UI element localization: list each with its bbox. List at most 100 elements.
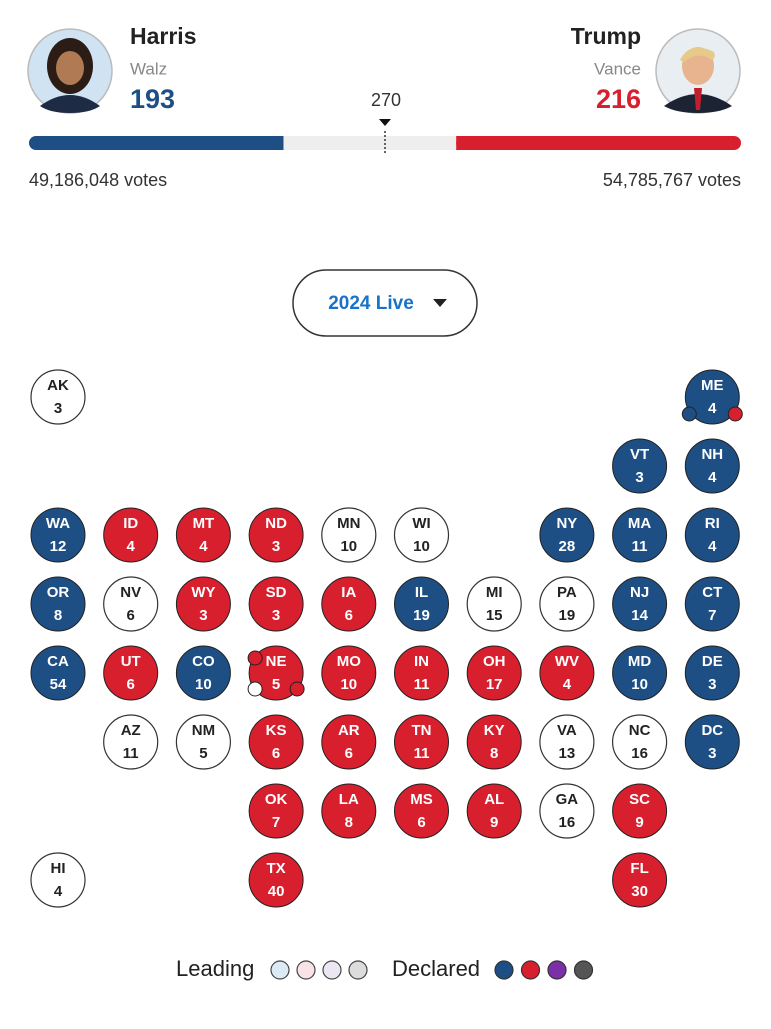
state-circle bbox=[684, 438, 740, 494]
legend-declared-label: Declared bbox=[392, 956, 480, 981]
state-votes: 10 bbox=[631, 676, 648, 693]
state-circle bbox=[394, 576, 449, 632]
legend-swatch bbox=[296, 960, 316, 980]
state-abbr: KY bbox=[484, 722, 505, 739]
state-votes: 28 bbox=[559, 538, 576, 555]
state-abbr: RI bbox=[705, 515, 720, 532]
state-tile: FL 30 bbox=[612, 852, 668, 908]
state-abbr: WI bbox=[412, 515, 430, 532]
state-abbr: WY bbox=[191, 584, 215, 601]
state-tile: KY 8 bbox=[466, 714, 522, 770]
state-circle bbox=[539, 783, 595, 839]
dropdown[interactable]: 2024 Live bbox=[292, 269, 478, 337]
state-abbr: MD bbox=[628, 653, 651, 670]
left-popular-votes: 49,186,048 votes bbox=[29, 170, 167, 190]
threshold-label: 270 bbox=[371, 90, 401, 110]
state-circle bbox=[175, 714, 231, 770]
state-circle bbox=[539, 507, 595, 563]
state-circle bbox=[103, 576, 159, 632]
state-votes: 54 bbox=[50, 676, 67, 693]
state-abbr: NY bbox=[556, 515, 577, 532]
state-circle bbox=[684, 714, 740, 770]
state-circle bbox=[30, 369, 86, 425]
state-tile: OK 7 bbox=[248, 783, 304, 839]
district-dot bbox=[289, 681, 305, 697]
state-votes: 6 bbox=[127, 676, 135, 693]
state-abbr: ID bbox=[123, 515, 138, 532]
state-circle bbox=[611, 714, 668, 770]
state-abbr: HI bbox=[51, 860, 66, 877]
state-votes: 7 bbox=[272, 814, 280, 831]
state-circle bbox=[248, 783, 304, 839]
state-abbr: MS bbox=[410, 791, 433, 808]
dropdown-label[interactable]: 2024 Live bbox=[328, 293, 414, 314]
state-circle bbox=[321, 507, 377, 563]
state-abbr: KS bbox=[266, 722, 287, 739]
state-circle bbox=[248, 576, 304, 632]
state-circle bbox=[321, 645, 377, 701]
district-dot bbox=[681, 406, 697, 422]
right-candidate-name: Trump bbox=[571, 23, 641, 49]
state-abbr: CO bbox=[192, 653, 215, 670]
legend-swatch bbox=[270, 960, 290, 980]
state-circle bbox=[30, 645, 86, 701]
state-abbr: TX bbox=[267, 860, 286, 877]
state-tile: LA 8 bbox=[321, 783, 377, 839]
state-votes: 3 bbox=[635, 469, 643, 486]
state-tile: PA 19 bbox=[539, 576, 595, 632]
state-tile: DC 3 bbox=[684, 714, 740, 770]
state-abbr: OH bbox=[483, 653, 506, 670]
state-votes: 5 bbox=[199, 745, 207, 762]
state-votes: 15 bbox=[486, 607, 503, 624]
state-votes: 4 bbox=[708, 538, 717, 555]
state-tile: ND 3 bbox=[248, 507, 304, 563]
right-electoral-votes: 216 bbox=[596, 84, 641, 114]
state-abbr: MT bbox=[193, 515, 215, 532]
state-tile: MD 10 bbox=[612, 645, 668, 701]
state-tile: VT 3 bbox=[612, 438, 668, 494]
state-tile: KS 6 bbox=[248, 714, 304, 770]
district-dot bbox=[247, 681, 263, 697]
state-abbr: MO bbox=[337, 653, 361, 670]
state-votes: 19 bbox=[559, 607, 576, 624]
state-circle bbox=[612, 783, 668, 839]
state-tile: UT 6 bbox=[103, 645, 159, 701]
state-tile: VA 13 bbox=[539, 714, 595, 770]
state-tile: HI 4 bbox=[30, 852, 86, 908]
state-tile: CT 7 bbox=[684, 576, 740, 632]
state-abbr: DE bbox=[702, 653, 723, 670]
state-votes: 6 bbox=[345, 607, 353, 624]
state-tile: NC 16 bbox=[611, 714, 668, 770]
state-abbr: WA bbox=[46, 515, 70, 532]
dropdown-button[interactable] bbox=[292, 269, 478, 337]
state-circle bbox=[684, 507, 740, 563]
state-tile: MN 10 bbox=[321, 507, 377, 563]
state-votes: 3 bbox=[54, 400, 62, 417]
state-circle bbox=[612, 645, 668, 701]
state-tile: AR 6 bbox=[321, 714, 377, 770]
state-abbr: AK bbox=[47, 377, 69, 394]
legend-leading-label: Leading bbox=[176, 956, 254, 981]
dropdown-arrow[interactable] bbox=[433, 299, 447, 307]
state-circle bbox=[684, 576, 740, 632]
state-abbr: SC bbox=[629, 791, 650, 808]
state-circle bbox=[394, 714, 449, 770]
state-circle bbox=[30, 576, 86, 632]
state-abbr: NM bbox=[192, 722, 215, 739]
state-abbr: ME bbox=[701, 377, 724, 394]
state-abbr: LA bbox=[339, 791, 359, 808]
state-abbr: WV bbox=[555, 653, 579, 670]
state-votes: 4 bbox=[708, 400, 717, 417]
state-tile: WY 3 bbox=[175, 576, 231, 632]
state-abbr: MA bbox=[628, 515, 651, 532]
state-abbr: IL bbox=[415, 584, 428, 601]
legend-swatch bbox=[494, 960, 514, 980]
state-votes: 17 bbox=[486, 676, 503, 693]
trump-portrait bbox=[655, 28, 741, 114]
state-abbr: AL bbox=[484, 791, 504, 808]
state-circle bbox=[539, 576, 595, 632]
state-circle bbox=[175, 645, 231, 701]
state-tile: NH 4 bbox=[684, 438, 740, 494]
state-votes: 7 bbox=[708, 607, 716, 624]
left-running-mate: Walz bbox=[130, 59, 167, 78]
